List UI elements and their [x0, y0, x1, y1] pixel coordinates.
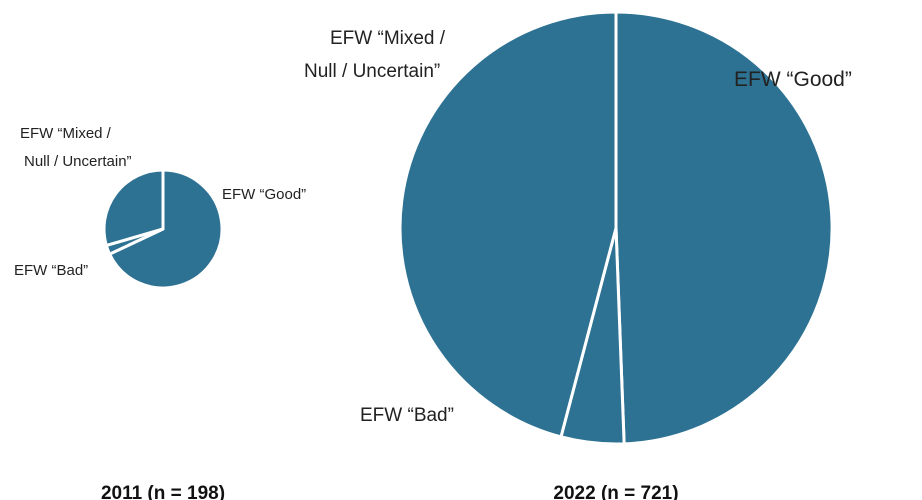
pie-2011: EFW “Mixed / Null / Uncertain” EFW “Good… — [14, 125, 306, 500]
label-good-2022: EFW “Good” — [734, 68, 852, 91]
slice-mixed-2011 — [102, 168, 165, 247]
caption-2011: 2011 (n = 198) — [101, 483, 225, 500]
label-mixed-2022-line2: Null / Uncertain” — [304, 61, 440, 82]
label-mixed-2011-line2: Null / Uncertain” — [24, 153, 132, 170]
slice-good-2011 — [108, 168, 224, 290]
slice-good-2022 — [614, 10, 834, 446]
label-mixed-2011-line1: EFW “Mixed / — [20, 125, 112, 142]
pie-2022: EFW “Mixed / Null / Uncertain” EFW “Good… — [304, 10, 852, 500]
label-bad-2022: EFW “Bad” — [360, 405, 454, 426]
label-bad-2011: EFW “Bad” — [14, 262, 88, 279]
caption-2022: 2022 (n = 721) — [553, 483, 678, 500]
label-good-2011: EFW “Good” — [222, 186, 306, 203]
slice-mixed-2022 — [398, 10, 618, 439]
label-mixed-2022-line1: EFW “Mixed / — [330, 28, 446, 49]
